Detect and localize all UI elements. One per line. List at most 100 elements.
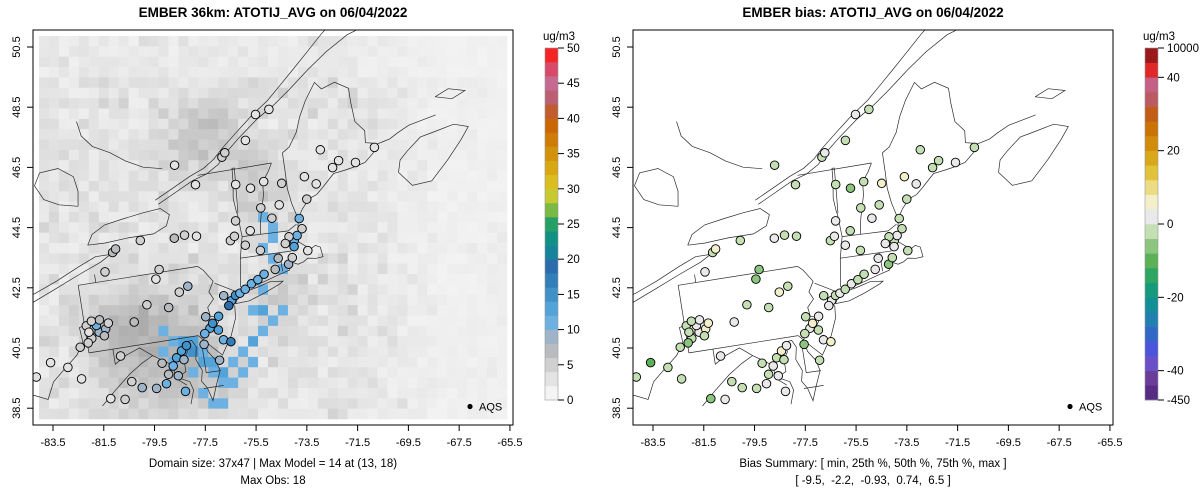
raster-cell: [188, 149, 199, 161]
raster-cell: [287, 170, 299, 182]
raster-cell: [98, 56, 109, 68]
raster-cell: [198, 253, 209, 265]
raster-cell: [238, 201, 249, 213]
x-tick-label: -67.5: [447, 437, 472, 449]
raster-cell: [188, 98, 199, 109]
geo-stlaw-n: [155, 30, 326, 201]
model-caption-line2: Max Obs: 18: [240, 475, 306, 487]
raster-cell: [138, 160, 149, 171]
raster-cell: [297, 56, 309, 68]
aqs-site-dot: [163, 369, 174, 380]
raster-cell: [238, 56, 249, 68]
raster-cell: [437, 118, 448, 130]
raster-cell: [477, 139, 488, 151]
raster-cell: [118, 222, 129, 233]
raster-cell: [447, 149, 458, 161]
colorbar-segment: [1145, 92, 1158, 107]
aqs-site-dot: [270, 264, 280, 275]
geo-georgian: [34, 168, 79, 207]
raster-cell: [58, 222, 70, 233]
raster-cell: [287, 67, 299, 78]
raster-cell: [387, 56, 398, 68]
raster-cell: [337, 336, 348, 347]
raster-cell: [477, 191, 488, 202]
raster-cell: [158, 67, 169, 78]
raster-cell: [218, 118, 229, 130]
raster-cell: [208, 222, 219, 233]
raster-cell: [447, 243, 458, 254]
colorbar-segment: [545, 188, 558, 204]
colorbar-segment: [545, 48, 558, 63]
aqs-site-dot: [813, 325, 824, 335]
raster-cell: [277, 108, 289, 120]
raster-cell: [168, 243, 179, 254]
raster-cell: [198, 305, 209, 316]
aqs-site-dot: [840, 135, 851, 146]
raster-cell: [48, 336, 60, 347]
raster-cell: [367, 263, 378, 275]
geo-ohio-river: [33, 325, 85, 400]
raster-cell: [248, 232, 259, 244]
raster-cell: [317, 232, 329, 244]
raster-cell: [98, 160, 109, 171]
raster-cell: [307, 367, 319, 378]
raster-cell: [397, 129, 408, 140]
raster-cell: [238, 170, 249, 182]
raster-cell: [78, 129, 90, 140]
raster-cell: [427, 294, 438, 306]
raster-cell: [148, 346, 159, 358]
raster-cell: [497, 118, 508, 130]
raster-cell: [118, 201, 129, 213]
raster-cell: [437, 201, 448, 213]
raster-cell: [307, 387, 319, 399]
colorbar-segment: [1145, 106, 1158, 122]
raster-cell: [118, 98, 129, 109]
raster-cell: [317, 139, 329, 151]
raster-cell: [68, 398, 80, 409]
aqs-site-dot: [99, 331, 110, 341]
raster-cell: [228, 367, 239, 378]
raster-cell: [168, 56, 179, 68]
raster-cell: [277, 315, 289, 327]
raster-cell: [68, 108, 80, 120]
raster-cell: [317, 253, 329, 265]
raster-cell: [287, 367, 299, 378]
raster-cell: [128, 180, 139, 192]
raster-cell: [487, 139, 498, 151]
raster-cell: [118, 377, 129, 389]
raster-cell: [218, 191, 229, 202]
raster-cell: [297, 305, 309, 316]
raster-cell: [487, 243, 498, 254]
raster-cell: [287, 305, 299, 316]
raster-cell: [198, 36, 209, 47]
raster-cell: [208, 139, 219, 151]
colorbar-segment: [545, 245, 558, 260]
raster-cell: [39, 274, 50, 285]
raster-cell: [337, 180, 348, 192]
raster-cell: [128, 284, 139, 296]
raster-cell: [208, 129, 219, 140]
aqs-site-dot: [350, 157, 361, 168]
y-tick-label: 50.5: [611, 36, 623, 57]
raster-cell: [118, 315, 129, 327]
raster-cell: [78, 325, 90, 337]
raster-cell: [58, 325, 70, 337]
raster-cell: [268, 325, 279, 337]
raster-cell: [158, 305, 169, 316]
raster-cell: [188, 56, 199, 68]
raster-cell: [287, 408, 299, 420]
raster-cell: [427, 315, 438, 327]
colorbar-segment: [1145, 224, 1158, 239]
raster-cell: [148, 160, 159, 171]
raster-cell: [48, 108, 60, 120]
raster-cell: [208, 356, 219, 368]
raster-cell: [427, 356, 438, 368]
raster-cell: [277, 129, 289, 140]
raster-cell: [238, 77, 249, 89]
raster-cell: [228, 398, 239, 409]
raster-cell: [497, 284, 508, 296]
raster-cell: [327, 170, 339, 182]
raster-cell: [397, 222, 408, 233]
colorbar-segment: [545, 202, 558, 218]
x-tick-label: -75.5: [844, 437, 869, 449]
